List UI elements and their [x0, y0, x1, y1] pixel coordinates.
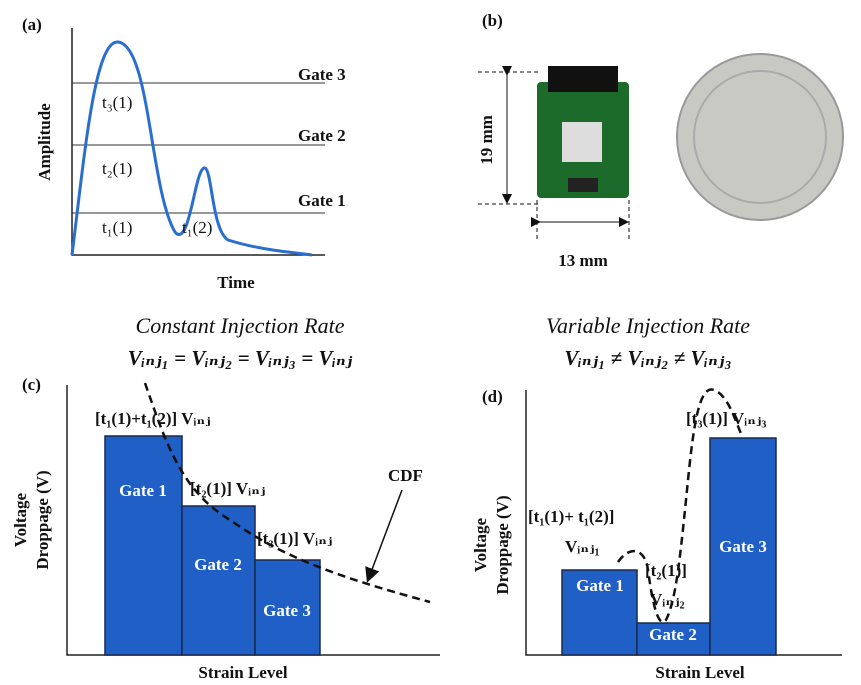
bar-label: Gate 1	[576, 576, 624, 595]
annotation: Vᵢₙⱼ₂	[650, 590, 685, 609]
panel-c: Constant Injection Rate Vᵢₙⱼ₁ = Vᵢₙⱼ₂ = …	[11, 313, 440, 682]
y-axis-label: Voltage	[11, 492, 30, 547]
panel-a: (a) Gate 3 Gate 2 Gate 1 t₃(1) t₂(1) t₁(…	[22, 15, 346, 292]
time-label: t₁(1)	[102, 218, 132, 237]
annotation: Vᵢₙⱼ₁	[565, 537, 600, 556]
bar	[254, 559, 321, 656]
bar	[709, 437, 777, 656]
annotation: [t₂(1)] Vᵢₙⱼ	[190, 479, 265, 498]
equation: Vᵢₙⱼ₁ = Vᵢₙⱼ₂ = Vᵢₙⱼ₃ = Vᵢₙⱼ	[128, 346, 353, 370]
annotation: [t₃(1)] Vᵢₙⱼ₃	[686, 409, 766, 428]
x-axis-label: Strain Level	[655, 663, 745, 682]
header	[548, 66, 618, 92]
signal-curve	[70, 40, 313, 257]
dimension-label: 19 mm	[477, 115, 496, 165]
gate-label: Gate 2	[298, 126, 346, 145]
time-label: t₂(1)	[102, 159, 132, 178]
y-axis-label: Voltage	[471, 517, 490, 572]
annotation: [t₃(1)] Vᵢₙⱼ	[257, 529, 332, 548]
panel-title: Variable Injection Rate	[546, 313, 750, 338]
dimension-label: 13 mm	[558, 251, 608, 270]
coin-rim	[693, 70, 827, 204]
bar	[561, 569, 638, 656]
time-label: t₃(1)	[102, 93, 132, 112]
bar-label: Gate 1	[119, 481, 167, 500]
annotation: [t₂(1)]	[645, 561, 687, 580]
panel-d: Variable Injection Rate Vᵢₙⱼ₁ ≠ Vᵢₙⱼ₂ ≠ …	[471, 313, 842, 682]
bar	[181, 505, 256, 656]
x-axis-label: Time	[217, 273, 255, 292]
bar	[636, 622, 711, 656]
panel-label: (c)	[22, 375, 41, 394]
panel-label: (b)	[482, 11, 503, 30]
coin	[676, 53, 844, 221]
bar-label: Gate 2	[649, 625, 697, 644]
bar-label: Gate 3	[719, 537, 767, 556]
y-axis-label: Droppage (V)	[493, 495, 512, 594]
bar	[104, 435, 183, 656]
bar-label: Gate 3	[263, 601, 311, 620]
curve-label: CDF	[388, 466, 423, 485]
equation: Vᵢₙⱼ₁ ≠ Vᵢₙⱼ₂ ≠ Vᵢₙⱼ₃	[564, 346, 731, 370]
arrow	[365, 489, 403, 583]
panel-title: Constant Injection Rate	[136, 313, 345, 338]
y-axis-label: Amplitude	[35, 103, 54, 181]
rate-curve	[616, 388, 744, 624]
chip	[562, 122, 602, 162]
annotation: [t₁(1)+t₁(2)] Vᵢₙⱼ	[95, 409, 211, 428]
panel-label: (a)	[22, 15, 42, 34]
annotation: [t₁(1)+ t₁(2)]	[528, 507, 614, 526]
x-axis-label: Strain Level	[198, 663, 288, 682]
connector	[568, 178, 598, 192]
panel-label: (d)	[482, 387, 503, 406]
panel-b: (b) 19 mm 13 mm	[477, 11, 844, 270]
gate-label: Gate 1	[298, 191, 346, 210]
y-axis-label: Droppage (V)	[33, 470, 52, 569]
time-label: t₁(2)	[182, 218, 212, 237]
cdf-curve	[143, 382, 431, 604]
gate-label: Gate 3	[298, 65, 346, 84]
bar-label: Gate 2	[194, 555, 242, 574]
